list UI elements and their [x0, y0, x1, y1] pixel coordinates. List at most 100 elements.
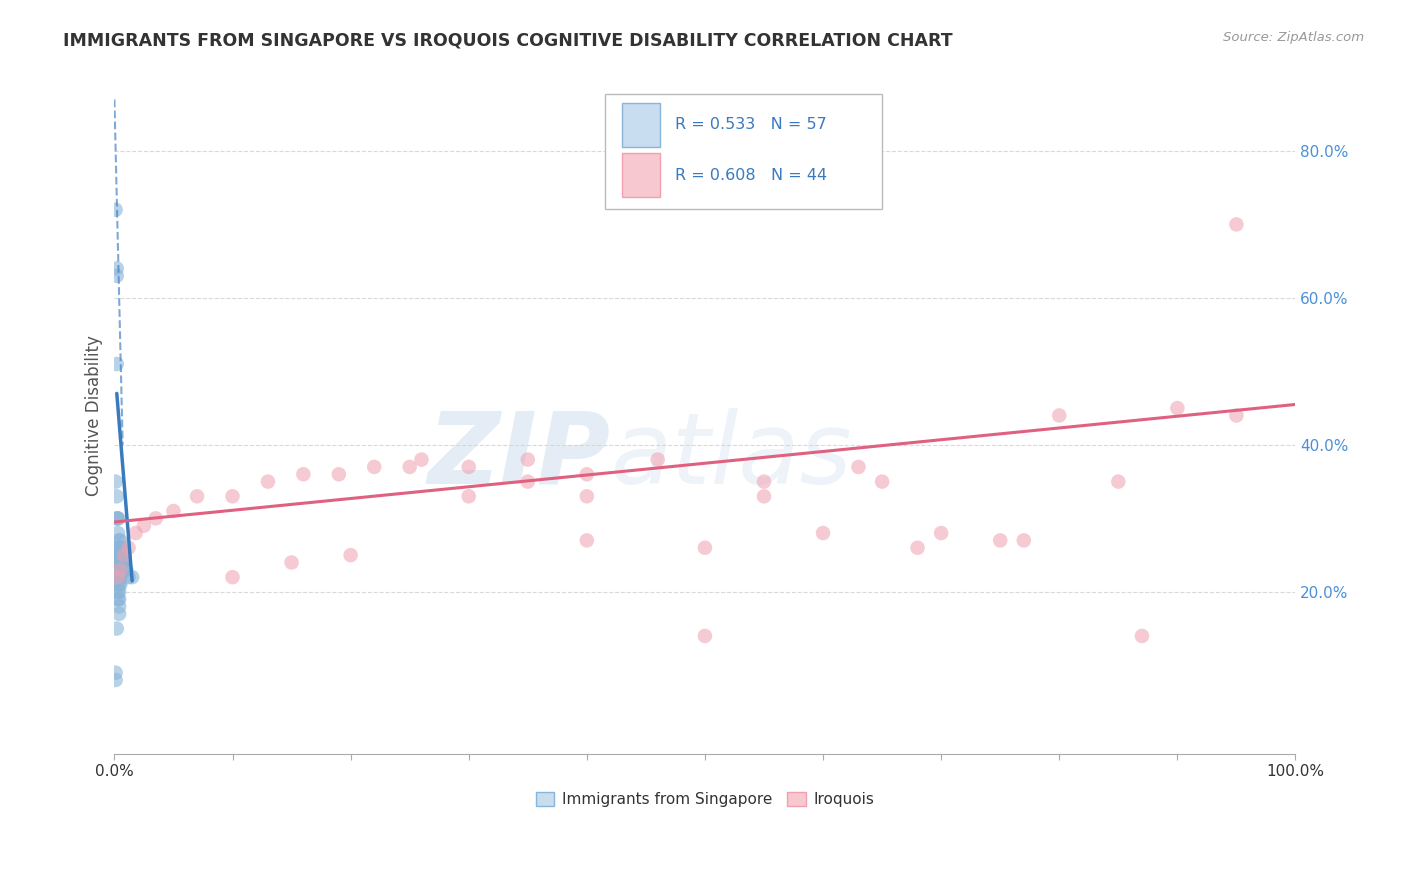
Point: [398, 459, 420, 474]
Point: [110, 563, 132, 577]
Point: [457, 489, 479, 503]
Point: [108, 556, 131, 570]
Point: [108, 563, 131, 577]
Text: R = 0.533   N = 57: R = 0.533 N = 57: [675, 117, 827, 132]
Point: [108, 541, 131, 555]
Point: [257, 475, 280, 489]
Bar: [623, 153, 659, 197]
Point: [107, 526, 129, 541]
Point: [339, 548, 361, 562]
Point: [107, 592, 129, 607]
Text: IMMIGRANTS FROM SINGAPORE VS IROQUOIS COGNITIVE DISABILITY CORRELATION CHART: IMMIGRANTS FROM SINGAPORE VS IROQUOIS CO…: [63, 31, 953, 49]
Point: [132, 518, 155, 533]
Point: [110, 556, 132, 570]
Point: [1130, 629, 1153, 643]
Text: R = 0.608   N = 44: R = 0.608 N = 44: [675, 168, 828, 183]
Point: [110, 548, 132, 562]
Y-axis label: Cognitive Disability: Cognitive Disability: [86, 335, 103, 496]
Point: [647, 452, 669, 467]
Point: [111, 556, 134, 570]
Point: [110, 556, 132, 570]
Point: [110, 570, 132, 584]
Point: [107, 511, 129, 525]
Point: [105, 489, 128, 503]
Point: [1047, 409, 1070, 423]
Point: [811, 526, 834, 541]
Point: [107, 570, 129, 584]
Point: [107, 570, 129, 584]
Point: [516, 475, 538, 489]
Point: [110, 533, 132, 548]
Point: [575, 489, 598, 503]
Point: [108, 577, 131, 591]
Point: [363, 459, 385, 474]
Point: [292, 467, 315, 482]
Point: [108, 570, 131, 584]
Point: [1107, 475, 1129, 489]
Point: [752, 475, 775, 489]
Point: [693, 541, 716, 555]
Point: [112, 548, 135, 562]
Point: [105, 622, 128, 636]
Point: [107, 577, 129, 591]
Point: [107, 563, 129, 577]
Point: [110, 541, 132, 555]
Text: atlas: atlas: [610, 408, 852, 505]
Point: [105, 357, 128, 371]
Point: [145, 511, 167, 525]
Point: [108, 592, 131, 607]
Point: [108, 607, 131, 621]
Point: [221, 489, 243, 503]
Point: [110, 541, 132, 555]
FancyBboxPatch shape: [605, 95, 882, 210]
Point: [104, 673, 127, 687]
Point: [110, 563, 132, 577]
Point: [575, 467, 598, 482]
Text: ZIP: ZIP: [427, 408, 610, 505]
Point: [107, 548, 129, 562]
Point: [1225, 409, 1247, 423]
Point: [104, 202, 127, 217]
Point: [105, 548, 128, 562]
Point: [104, 475, 127, 489]
Point: [988, 533, 1011, 548]
Point: [112, 556, 135, 570]
Point: [693, 629, 716, 643]
Point: [907, 541, 929, 555]
Point: [411, 452, 433, 467]
Point: [110, 548, 132, 562]
Point: [110, 563, 132, 577]
Point: [575, 533, 598, 548]
Point: [457, 459, 479, 474]
Point: [108, 599, 131, 614]
Point: [186, 489, 208, 503]
Point: [1225, 218, 1247, 232]
Point: [124, 526, 146, 541]
Point: [105, 261, 128, 276]
Point: [108, 533, 131, 548]
Point: [1166, 401, 1188, 416]
Point: [108, 585, 131, 599]
Point: [107, 585, 129, 599]
Point: [105, 268, 128, 283]
Point: [105, 563, 128, 577]
Point: [516, 452, 538, 467]
Point: [105, 556, 128, 570]
Point: [104, 665, 127, 680]
Point: [328, 467, 350, 482]
Point: [107, 556, 129, 570]
Point: [107, 511, 129, 525]
Text: Source: ZipAtlas.com: Source: ZipAtlas.com: [1223, 31, 1364, 45]
Point: [115, 563, 138, 577]
Point: [114, 563, 136, 577]
Bar: [623, 103, 659, 147]
Point: [162, 504, 184, 518]
Point: [108, 570, 131, 584]
Point: [105, 548, 128, 562]
Point: [752, 489, 775, 503]
Point: [105, 511, 128, 525]
Legend: Immigrants from Singapore, Iroquois: Immigrants from Singapore, Iroquois: [530, 786, 880, 814]
Point: [221, 570, 243, 584]
Point: [108, 548, 131, 562]
Point: [1012, 533, 1035, 548]
